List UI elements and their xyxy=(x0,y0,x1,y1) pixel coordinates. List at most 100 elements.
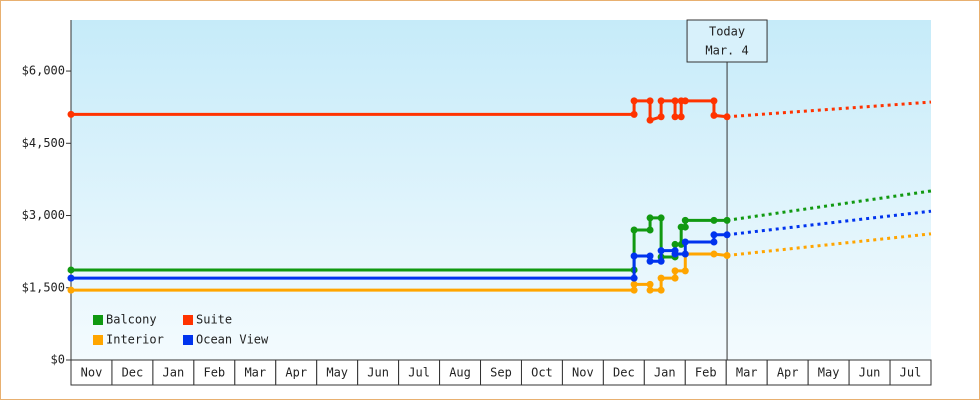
x-tick-label: Jul xyxy=(900,366,922,380)
x-tick-label: Nov xyxy=(572,366,594,380)
point xyxy=(657,97,665,105)
point xyxy=(657,113,665,121)
point xyxy=(671,250,679,258)
legend-swatch xyxy=(93,315,103,325)
point xyxy=(67,274,75,282)
point xyxy=(67,286,75,294)
point xyxy=(710,238,718,246)
point xyxy=(710,111,718,119)
point xyxy=(630,280,638,288)
point xyxy=(646,214,654,222)
legend-swatch xyxy=(183,315,193,325)
x-tick-label: Jun xyxy=(859,366,881,380)
point xyxy=(657,274,665,282)
point xyxy=(646,257,654,265)
point xyxy=(630,97,638,105)
forecast-line xyxy=(726,100,932,119)
x-tick-label: Feb xyxy=(203,366,225,380)
legend-label: Balcony xyxy=(106,313,157,327)
point xyxy=(677,113,685,121)
point xyxy=(67,110,75,118)
point xyxy=(681,238,689,246)
x-tick-label: Jul xyxy=(408,366,430,380)
x-tick-cell xyxy=(725,359,768,386)
point xyxy=(630,226,638,234)
point xyxy=(681,250,689,258)
legend-swatch xyxy=(93,335,103,345)
point xyxy=(630,274,638,282)
x-tick-cell xyxy=(602,359,645,386)
point xyxy=(630,252,638,260)
x-tick-label: Dec xyxy=(613,366,635,380)
annotation-text: Mar. 4 xyxy=(705,44,748,58)
point xyxy=(67,266,75,274)
point xyxy=(630,286,638,294)
point xyxy=(646,116,654,124)
x-tick-label: Jan xyxy=(163,366,185,380)
forecast-line xyxy=(726,232,932,257)
x-tick-label: Jan xyxy=(654,366,676,380)
x-tick-label: Aug xyxy=(449,366,471,380)
point xyxy=(710,231,718,239)
x-tick-cell xyxy=(439,359,482,386)
point xyxy=(646,97,654,105)
x-tick-cell xyxy=(275,359,318,386)
legend-label: Ocean View xyxy=(196,333,269,347)
x-tick-cell xyxy=(357,359,400,386)
point xyxy=(646,280,654,288)
x-tick-label: Mar xyxy=(736,366,758,380)
point xyxy=(657,214,665,222)
x-tick-label: Apr xyxy=(285,366,307,380)
point xyxy=(646,286,654,294)
point xyxy=(723,251,731,259)
point xyxy=(630,110,638,118)
x-tick-cell xyxy=(807,359,850,386)
point xyxy=(657,247,665,255)
legend-label: Suite xyxy=(196,313,232,327)
legend-label: Interior xyxy=(106,333,164,347)
y-tick-label: $4,500 xyxy=(22,136,65,150)
y-tick-label: $0 xyxy=(51,353,65,367)
plot-area xyxy=(71,20,931,360)
x-tick-label: Mar xyxy=(244,366,266,380)
annotation-text: Today xyxy=(709,25,745,39)
point xyxy=(671,97,679,105)
annotation-box xyxy=(686,19,768,63)
x-tick-label: May xyxy=(326,366,348,380)
point xyxy=(657,257,665,265)
x-tick-label: Sep xyxy=(490,366,512,380)
point xyxy=(710,97,718,105)
x-tick-cell xyxy=(520,359,563,386)
x-tick-label: Oct xyxy=(531,366,553,380)
x-tick-label: Dec xyxy=(122,366,144,380)
y-tick-label: $6,000 xyxy=(22,64,65,78)
point xyxy=(723,231,731,239)
x-tick-cell xyxy=(766,359,809,386)
y-tick-label: $3,000 xyxy=(22,208,65,222)
point xyxy=(710,250,718,258)
point xyxy=(723,216,731,224)
point xyxy=(681,267,689,275)
x-tick-label: Apr xyxy=(777,366,799,380)
point xyxy=(723,113,731,121)
x-tick-cell xyxy=(848,359,891,386)
x-tick-label: May xyxy=(818,366,840,380)
point xyxy=(710,216,718,224)
x-tick-cell xyxy=(111,359,154,386)
point xyxy=(681,223,689,231)
legend-swatch xyxy=(183,335,193,345)
point xyxy=(646,226,654,234)
point xyxy=(671,240,679,248)
x-tick-cell xyxy=(193,359,236,386)
point xyxy=(671,267,679,275)
y-tick-label: $1,500 xyxy=(22,280,65,294)
x-tick-cell xyxy=(889,359,932,386)
point xyxy=(646,252,654,260)
point xyxy=(657,286,665,294)
point xyxy=(681,216,689,224)
x-tick-label: Nov xyxy=(81,366,103,380)
x-tick-label: Feb xyxy=(695,366,717,380)
point xyxy=(671,113,679,121)
x-tick-label: Jun xyxy=(367,366,389,380)
